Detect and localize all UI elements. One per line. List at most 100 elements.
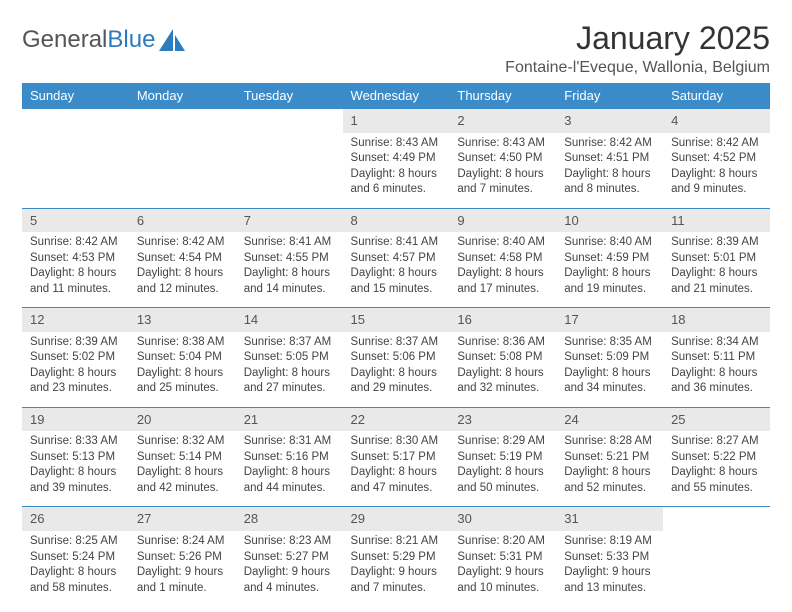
daylight-line: Daylight: 8 hours and 14 minutes. — [244, 266, 335, 297]
sunset-line: Sunset: 5:09 PM — [564, 350, 655, 366]
day-number: 24 — [556, 408, 663, 432]
day-content: Sunrise: 8:41 AMSunset: 4:55 PMDaylight:… — [236, 232, 343, 307]
sunset-line: Sunset: 4:52 PM — [671, 151, 762, 167]
day-content: Sunrise: 8:42 AMSunset: 4:54 PMDaylight:… — [129, 232, 236, 307]
day-number: 22 — [343, 408, 450, 432]
day-number: 18 — [663, 308, 770, 332]
daylight-line: Daylight: 8 hours and 27 minutes. — [244, 366, 335, 397]
calendar-day-cell: 11Sunrise: 8:39 AMSunset: 5:01 PMDayligh… — [663, 208, 770, 308]
sunrise-line: Sunrise: 8:34 AM — [671, 335, 762, 351]
day-number: 20 — [129, 408, 236, 432]
calendar-day-cell: 5Sunrise: 8:42 AMSunset: 4:53 PMDaylight… — [22, 208, 129, 308]
sunrise-line: Sunrise: 8:41 AM — [351, 235, 442, 251]
day-number: 16 — [449, 308, 556, 332]
sunrise-line: Sunrise: 8:40 AM — [457, 235, 548, 251]
sunset-line: Sunset: 5:02 PM — [30, 350, 121, 366]
day-number: 27 — [129, 507, 236, 531]
day-number: 25 — [663, 408, 770, 432]
calendar-day-cell: 15Sunrise: 8:37 AMSunset: 5:06 PMDayligh… — [343, 308, 450, 408]
day-content: Sunrise: 8:24 AMSunset: 5:26 PMDaylight:… — [129, 531, 236, 606]
daylight-line: Daylight: 8 hours and 29 minutes. — [351, 366, 442, 397]
day-content: Sunrise: 8:19 AMSunset: 5:33 PMDaylight:… — [556, 531, 663, 606]
daylight-line: Daylight: 8 hours and 25 minutes. — [137, 366, 228, 397]
day-number: 7 — [236, 209, 343, 233]
sunset-line: Sunset: 4:54 PM — [137, 251, 228, 267]
calendar-day-cell: 9Sunrise: 8:40 AMSunset: 4:58 PMDaylight… — [449, 208, 556, 308]
day-number: 17 — [556, 308, 663, 332]
day-content: Sunrise: 8:31 AMSunset: 5:16 PMDaylight:… — [236, 431, 343, 506]
daylight-line: Daylight: 8 hours and 36 minutes. — [671, 366, 762, 397]
sunrise-line: Sunrise: 8:19 AM — [564, 534, 655, 550]
header: GeneralBlue January 2025 Fontaine-l'Eveq… — [22, 20, 770, 77]
calendar-day-cell: 17Sunrise: 8:35 AMSunset: 5:09 PMDayligh… — [556, 308, 663, 408]
calendar-table: SundayMondayTuesdayWednesdayThursdayFrid… — [22, 83, 770, 606]
day-number: 9 — [449, 209, 556, 233]
daylight-line: Daylight: 8 hours and 19 minutes. — [564, 266, 655, 297]
calendar-day-cell: 8Sunrise: 8:41 AMSunset: 4:57 PMDaylight… — [343, 208, 450, 308]
daylight-line: Daylight: 8 hours and 32 minutes. — [457, 366, 548, 397]
daylight-line: Daylight: 8 hours and 23 minutes. — [30, 366, 121, 397]
logo-sail-icon — [159, 29, 185, 51]
day-number: 29 — [343, 507, 450, 531]
daylight-line: Daylight: 8 hours and 9 minutes. — [671, 167, 762, 198]
daylight-line: Daylight: 8 hours and 44 minutes. — [244, 465, 335, 496]
sunrise-line: Sunrise: 8:28 AM — [564, 434, 655, 450]
daylight-line: Daylight: 8 hours and 58 minutes. — [30, 565, 121, 596]
sunrise-line: Sunrise: 8:20 AM — [457, 534, 548, 550]
day-content: Sunrise: 8:33 AMSunset: 5:13 PMDaylight:… — [22, 431, 129, 506]
sunset-line: Sunset: 5:01 PM — [671, 251, 762, 267]
sunrise-line: Sunrise: 8:42 AM — [137, 235, 228, 251]
sunset-line: Sunset: 4:50 PM — [457, 151, 548, 167]
calendar-day-cell: 7Sunrise: 8:41 AMSunset: 4:55 PMDaylight… — [236, 208, 343, 308]
day-content: Sunrise: 8:29 AMSunset: 5:19 PMDaylight:… — [449, 431, 556, 506]
daylight-line: Daylight: 8 hours and 7 minutes. — [457, 167, 548, 198]
day-content: Sunrise: 8:20 AMSunset: 5:31 PMDaylight:… — [449, 531, 556, 606]
calendar-day-cell: 1Sunrise: 8:43 AMSunset: 4:49 PMDaylight… — [343, 109, 450, 209]
sunrise-line: Sunrise: 8:30 AM — [351, 434, 442, 450]
sunrise-line: Sunrise: 8:38 AM — [137, 335, 228, 351]
logo-text-2: Blue — [107, 26, 155, 54]
day-content: Sunrise: 8:38 AMSunset: 5:04 PMDaylight:… — [129, 332, 236, 407]
sunrise-line: Sunrise: 8:29 AM — [457, 434, 548, 450]
calendar-day-cell: 6Sunrise: 8:42 AMSunset: 4:54 PMDaylight… — [129, 208, 236, 308]
calendar-week-row: 1Sunrise: 8:43 AMSunset: 4:49 PMDaylight… — [22, 109, 770, 209]
day-number: 31 — [556, 507, 663, 531]
day-content: Sunrise: 8:36 AMSunset: 5:08 PMDaylight:… — [449, 332, 556, 407]
day-content: Sunrise: 8:35 AMSunset: 5:09 PMDaylight:… — [556, 332, 663, 407]
sunset-line: Sunset: 5:05 PM — [244, 350, 335, 366]
calendar-day-cell — [22, 109, 129, 209]
calendar-day-cell — [663, 507, 770, 606]
title-block: January 2025 Fontaine-l'Eveque, Wallonia… — [505, 20, 770, 77]
daylight-line: Daylight: 8 hours and 11 minutes. — [30, 266, 121, 297]
calendar-day-cell: 3Sunrise: 8:42 AMSunset: 4:51 PMDaylight… — [556, 109, 663, 209]
day-content: Sunrise: 8:41 AMSunset: 4:57 PMDaylight:… — [343, 232, 450, 307]
daylight-line: Daylight: 8 hours and 15 minutes. — [351, 266, 442, 297]
sunset-line: Sunset: 5:29 PM — [351, 550, 442, 566]
calendar-day-cell: 14Sunrise: 8:37 AMSunset: 5:05 PMDayligh… — [236, 308, 343, 408]
day-number: 8 — [343, 209, 450, 233]
weekday-header: Monday — [129, 83, 236, 109]
day-content: Sunrise: 8:40 AMSunset: 4:59 PMDaylight:… — [556, 232, 663, 307]
sunset-line: Sunset: 4:58 PM — [457, 251, 548, 267]
sunrise-line: Sunrise: 8:43 AM — [457, 136, 548, 152]
day-content: Sunrise: 8:39 AMSunset: 5:02 PMDaylight:… — [22, 332, 129, 407]
sunset-line: Sunset: 5:24 PM — [30, 550, 121, 566]
day-number: 3 — [556, 109, 663, 133]
day-number: 2 — [449, 109, 556, 133]
sunrise-line: Sunrise: 8:27 AM — [671, 434, 762, 450]
daylight-line: Daylight: 8 hours and 34 minutes. — [564, 366, 655, 397]
daylight-line: Daylight: 9 hours and 7 minutes. — [351, 565, 442, 596]
day-content: Sunrise: 8:42 AMSunset: 4:52 PMDaylight:… — [663, 133, 770, 208]
day-number: 5 — [22, 209, 129, 233]
day-content: Sunrise: 8:37 AMSunset: 5:06 PMDaylight:… — [343, 332, 450, 407]
sunset-line: Sunset: 4:55 PM — [244, 251, 335, 267]
day-content: Sunrise: 8:27 AMSunset: 5:22 PMDaylight:… — [663, 431, 770, 506]
day-number: 13 — [129, 308, 236, 332]
sunrise-line: Sunrise: 8:41 AM — [244, 235, 335, 251]
calendar-day-cell: 29Sunrise: 8:21 AMSunset: 5:29 PMDayligh… — [343, 507, 450, 606]
day-number: 15 — [343, 308, 450, 332]
sunset-line: Sunset: 4:59 PM — [564, 251, 655, 267]
day-number: 10 — [556, 209, 663, 233]
sunset-line: Sunset: 5:14 PM — [137, 450, 228, 466]
sunrise-line: Sunrise: 8:42 AM — [564, 136, 655, 152]
